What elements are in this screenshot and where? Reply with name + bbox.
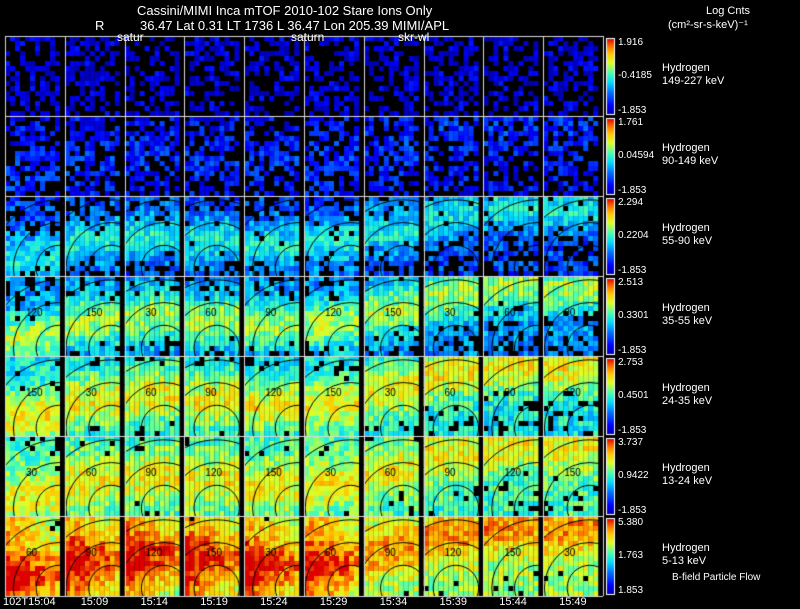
row-label: Hydrogen 24-35 keV [662, 382, 712, 408]
row-species: Hydrogen [662, 142, 710, 154]
time-tick-label: 15:19 [200, 596, 228, 608]
colorbar-cmid-label: 0.9422 [618, 470, 649, 481]
position-info: 36.47 Lat 0.31 LT 1736 L 36.47 Lon 205.3… [140, 18, 450, 33]
annotation-satur: satur [117, 30, 144, 44]
units-formula: (cm²-sr-s-keV)⁻¹ [668, 19, 748, 31]
time-tick-label: 15:34 [379, 596, 408, 608]
row-species: Hydrogen [662, 382, 710, 394]
row-label: Hydrogen 5-13 keV [662, 542, 710, 568]
colorbar-cmid-label: 0.3301 [618, 310, 649, 321]
colorbar-cmin-label: -1.853 [618, 105, 647, 116]
colorbar-cmid-label: 0.2204 [618, 230, 649, 241]
colorbar-cmax-label: 5.380 [618, 517, 644, 528]
row-label: Hydrogen 13-24 keV [662, 462, 712, 488]
colorbar-cmin-label: -1.853 [618, 265, 647, 276]
colorbar-cmid-label: 0.04594 [618, 150, 655, 161]
row-species: Hydrogen [662, 462, 710, 474]
annotation-skr: skr-wl [398, 30, 430, 44]
colorbar-cmax-label: 2.753 [618, 357, 644, 368]
row-energy: 35-55 keV [662, 315, 713, 327]
colorbar-cmin-label: -1.853 [618, 505, 647, 516]
time-tick-label: 102T15:04 [3, 596, 56, 608]
row-energy: 90-149 keV [662, 155, 719, 167]
time-tick-label: 15:44 [499, 596, 527, 608]
colorbar-cmin-label: -1.853 [618, 345, 647, 356]
row-energy: 55-90 keV [662, 235, 713, 247]
row-label: Hydrogen 55-90 keV [662, 222, 712, 248]
row-species: Hydrogen [662, 542, 710, 554]
colorbar-cmid-label: 0.4501 [618, 390, 649, 401]
time-tick-label: 15:14 [140, 596, 169, 608]
colorbar-cmax-label: 3.737 [618, 437, 644, 448]
time-tick-label: 15:49 [559, 596, 587, 608]
row-label: Hydrogen 149-227 keV [662, 62, 724, 88]
colorbar-cmax-label: 1.916 [618, 37, 644, 48]
colorbar-cmin-label: -1.853 [618, 185, 647, 196]
colorbar-cmax-label: 2.513 [618, 277, 644, 288]
row-label: Hydrogen 35-55 keV [662, 302, 712, 328]
annotation-saturn: saturn [291, 30, 325, 44]
row-label: Hydrogen 90-149 keV [662, 142, 718, 168]
chart-title: Cassini/MIMI Inca mTOF 2010-102 Stare Io… [137, 3, 433, 18]
colorbar-cmin-label: -1.853 [618, 425, 647, 436]
colorbar-cmax-label: 2.294 [618, 197, 644, 208]
colorbar-cmid-label: -0.4185 [618, 70, 652, 81]
time-tick-label: 15:39 [439, 596, 468, 608]
row-energy: 24-35 keV [662, 395, 713, 407]
bfield-legend: B-field Particle Flow [672, 572, 761, 583]
row-species: Hydrogen [662, 302, 710, 314]
time-tick-label: 15:24 [260, 596, 288, 608]
colorbar-cmid-label: 1.763 [618, 550, 644, 561]
r-label: R [95, 18, 105, 33]
row-energy: 13-24 keV [662, 475, 713, 487]
row-species: Hydrogen [662, 62, 710, 74]
row-energy: 149-227 keV [662, 75, 725, 87]
colorbar-cmin-label: 1.853 [618, 585, 644, 596]
time-tick-label: 15:09 [80, 596, 109, 608]
colorbar-cmax-label: 1.761 [618, 117, 644, 128]
time-tick-label: 15:29 [319, 596, 348, 608]
row-species: Hydrogen [662, 222, 710, 234]
units-label: Log Cnts [706, 5, 751, 17]
row-energy: 5-13 keV [662, 555, 707, 567]
